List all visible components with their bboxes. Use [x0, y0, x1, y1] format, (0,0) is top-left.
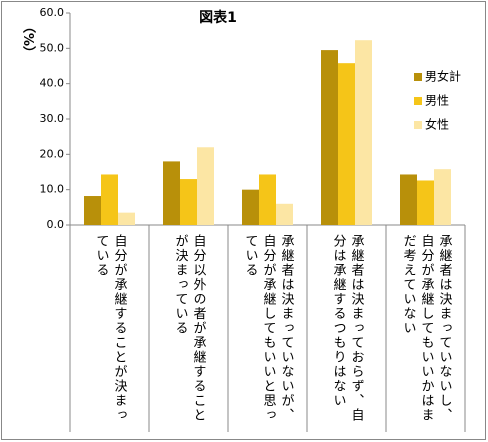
- bar: [118, 212, 135, 225]
- legend-swatch: [414, 121, 422, 129]
- bar: [242, 189, 259, 225]
- bar: [434, 169, 451, 225]
- bar: [338, 63, 355, 225]
- bar: [101, 174, 118, 225]
- y-tick-label: 60.0: [40, 6, 65, 19]
- x-tick-label: 承継者は決まっていないし、自分が承継してもいいかはまだ考えていない: [400, 234, 452, 423]
- legend-label: 女性: [425, 117, 449, 132]
- bar: [259, 174, 276, 225]
- x-tick-label: 承継者は決まっていないが、自分が承継してもいいと思っている: [242, 234, 294, 423]
- bar: [84, 196, 101, 225]
- x-tick-label: 自分以外の者が承継することが決まっている: [172, 234, 206, 423]
- legend-swatch: [414, 73, 422, 81]
- bar: [400, 174, 417, 225]
- bar: [321, 50, 338, 225]
- bar: [417, 180, 434, 225]
- x-tick-label: 承継者は決まっておらず、自分は承継するつもりはない: [330, 234, 364, 423]
- bar: [276, 203, 293, 225]
- y-tick-label: 50.0: [40, 41, 65, 54]
- legend-label: 男女計: [425, 69, 461, 84]
- y-tick-label: 0.0: [47, 218, 65, 231]
- y-tick-label: 20.0: [40, 147, 65, 160]
- bar: [355, 40, 372, 225]
- y-tick-label: 40.0: [40, 77, 65, 90]
- chart-title: 図表1: [199, 9, 237, 26]
- x-tick-label: 自分が承継することが決まっている: [93, 234, 127, 423]
- bar: [180, 179, 197, 225]
- bar: [197, 147, 214, 225]
- y-tick-label: 10.0: [40, 183, 65, 196]
- bar: [163, 161, 180, 225]
- y-axis-label: （%）: [20, 20, 35, 60]
- legend-label: 男性: [425, 94, 449, 108]
- y-tick-label: 30.0: [40, 112, 65, 125]
- legend-swatch: [414, 97, 422, 105]
